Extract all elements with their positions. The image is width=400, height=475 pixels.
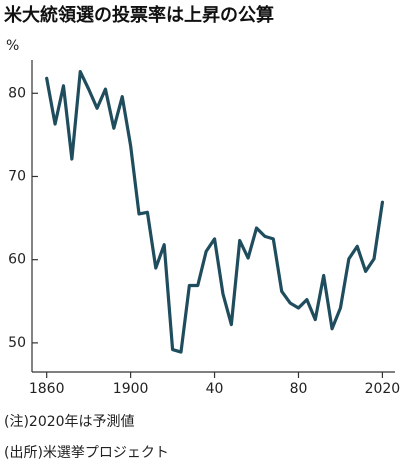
line <box>45 70 385 354</box>
note: (注)2020年は予測値 <box>4 414 135 430</box>
y-tick-label: 50 <box>8 335 26 351</box>
chart-title: 米大統領選の投票率は上昇の公算 <box>4 4 274 26</box>
x-tick-label: 1900 <box>113 381 149 397</box>
y-tick-label: 60 <box>8 252 26 268</box>
x-tick-label: 40 <box>206 381 224 397</box>
y-tick-label: 80 <box>8 85 26 101</box>
x-tick-label: 1860 <box>29 381 65 397</box>
y-tick-label: 70 <box>8 168 26 184</box>
note: (出所)米選挙プロジェクト <box>4 445 169 461</box>
x-tick-label: 80 <box>290 381 308 397</box>
x-tick-label: 2020 <box>365 381 400 397</box>
y-axis-label: % <box>6 38 19 54</box>
